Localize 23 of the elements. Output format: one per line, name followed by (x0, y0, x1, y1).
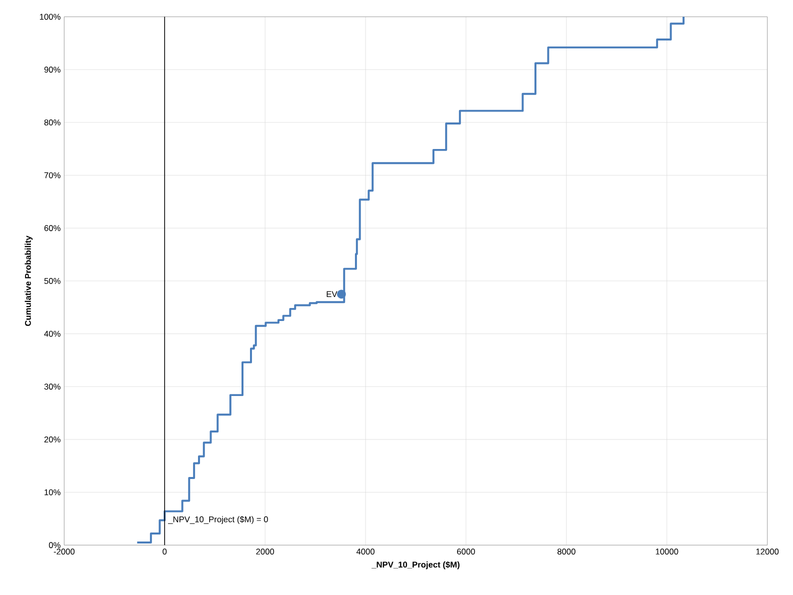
y-tick-label: 100% (40, 14, 60, 20)
y-tick-label: 70% (44, 172, 60, 178)
y-tick-label: 50% (44, 278, 60, 284)
y-axis-title: Cumulative Probability (24, 235, 33, 326)
annotation: EV (326, 291, 338, 297)
y-tick-label: 10% (44, 489, 60, 496)
x-axis-title: _NPV_10_Project ($M) (372, 561, 460, 569)
y-tick-label: 40% (44, 330, 60, 337)
y-tick-label: 0% (48, 542, 60, 548)
ref-line-label: _NPV_10_Project ($M) = 0 (168, 516, 268, 524)
x-tick-label: 2000 (256, 548, 274, 554)
y-tick-label: 90% (44, 66, 60, 72)
x-tick-label: 12000 (756, 548, 779, 554)
y-tick-label: 20% (44, 436, 60, 442)
x-tick-label: -2000 (54, 548, 75, 554)
y-tick-label: 60% (44, 224, 60, 231)
x-tick-label: 6000 (457, 548, 475, 554)
x-tick-label: 10000 (656, 548, 678, 554)
y-tick-label: 30% (44, 383, 60, 390)
x-tick-label: 0 (162, 548, 167, 554)
x-tick-label: 8000 (558, 548, 576, 554)
x-tick-label: 4000 (356, 548, 375, 554)
y-tick-label: 80% (44, 119, 60, 126)
